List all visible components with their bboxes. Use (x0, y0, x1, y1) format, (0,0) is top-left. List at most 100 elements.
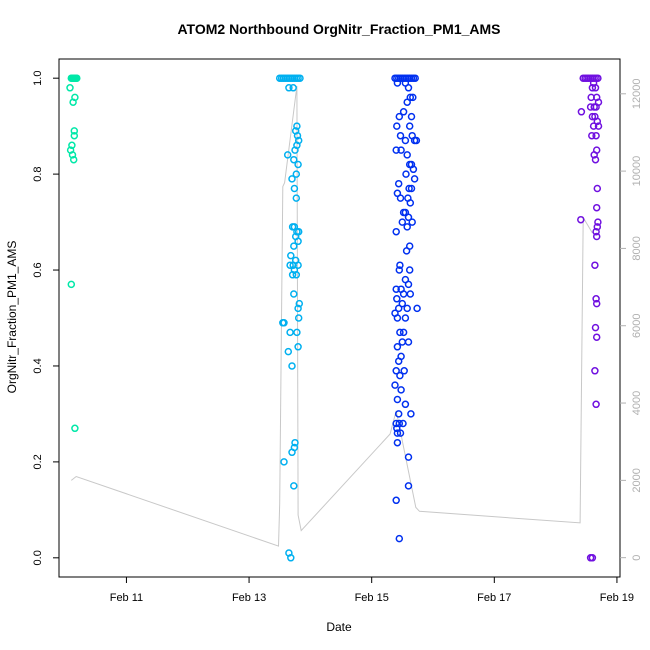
data-point (66, 84, 74, 92)
y-tick-label: 0.4 (32, 358, 44, 373)
data-point (404, 280, 413, 289)
data-point (286, 261, 294, 269)
data-point (293, 131, 302, 140)
data-point (284, 347, 293, 356)
data-point (287, 554, 295, 562)
data-point (69, 155, 78, 164)
data-point (292, 170, 301, 178)
data-point (393, 429, 402, 437)
data-point (591, 367, 599, 375)
y-axis-label: OrgNitr_Fraction_PM1_AMS (5, 241, 19, 394)
data-point (394, 357, 403, 365)
data-point (71, 93, 79, 102)
data-point (392, 496, 400, 505)
data-point (401, 136, 410, 145)
data-point (294, 314, 303, 322)
x-tick-label: Feb 17 (477, 592, 511, 604)
x-axis-label: Date (326, 620, 352, 634)
data-point (589, 122, 598, 130)
data-point (593, 117, 602, 126)
data-point (402, 170, 410, 178)
altitude-layer (70, 86, 593, 547)
data-point (591, 323, 600, 332)
data-point (410, 175, 419, 183)
data-point (288, 175, 296, 183)
data-point (405, 184, 413, 193)
series-3 (391, 74, 421, 543)
data-point (405, 122, 414, 130)
y2-tick-label: 4000 (631, 391, 643, 415)
data-point (394, 410, 403, 418)
data-point (393, 314, 402, 322)
data-point (391, 381, 399, 389)
data-point (285, 84, 293, 92)
data-point (577, 215, 585, 224)
y-tick-label: 0.6 (32, 262, 44, 277)
data-point (288, 448, 296, 457)
data-point (395, 112, 404, 121)
series-1 (66, 74, 81, 433)
data-point (288, 362, 296, 370)
data-point (399, 108, 408, 116)
data-point (396, 328, 404, 337)
data-point (396, 194, 405, 202)
data-point (293, 122, 301, 130)
data-point (393, 122, 401, 130)
data-point (293, 328, 301, 337)
data-point (404, 338, 413, 346)
data-point (296, 74, 304, 82)
data-point (280, 458, 288, 466)
data-point (592, 203, 601, 212)
data-point (286, 328, 294, 337)
data-point (290, 290, 298, 298)
data-point (397, 386, 405, 394)
data-point (393, 438, 402, 447)
data-point (401, 400, 410, 409)
data-point (413, 304, 421, 313)
data-point (70, 131, 79, 140)
data-point (294, 237, 302, 246)
data-point (588, 84, 597, 92)
data-point (405, 266, 414, 274)
data-point (73, 74, 81, 82)
data-point (290, 482, 298, 490)
data-point (288, 271, 297, 279)
data-point (67, 280, 76, 289)
data-point (398, 338, 407, 346)
y-tick-label: 0.0 (32, 550, 44, 565)
data-point (396, 261, 404, 269)
data-point (392, 146, 400, 154)
data-point (590, 151, 598, 159)
data-point (294, 261, 302, 269)
y2-tick-label: 8000 (631, 236, 643, 260)
data-point (392, 227, 400, 236)
data-point (593, 223, 602, 231)
data-point (577, 108, 586, 116)
data-point (594, 74, 602, 82)
points-layer (66, 74, 603, 562)
axes-layer: Feb 11 Feb 13 Feb 15 Feb 17 Feb 19 0.0 0.2 0.4 0… (32, 71, 643, 604)
data-point (294, 343, 302, 351)
data-point (393, 424, 401, 433)
data-point (395, 266, 404, 274)
y2-tick-label: 12000 (631, 78, 643, 109)
altitude-line (70, 86, 593, 547)
x-tick-label: Feb 13 (232, 592, 266, 604)
data-point (594, 218, 602, 226)
data-point (392, 419, 400, 428)
data-point (289, 84, 297, 92)
data-point (283, 151, 292, 159)
data-point (292, 194, 301, 202)
data-point (397, 146, 405, 154)
data-point (593, 184, 602, 193)
data-point (404, 213, 413, 222)
data-point (393, 395, 402, 404)
chart-title: ATOM2 Northbound OrgNitr_Fraction_PM1_AM… (177, 21, 500, 37)
data-point (409, 93, 417, 102)
data-point (287, 251, 295, 260)
data-point (398, 218, 407, 226)
data-point (401, 314, 410, 322)
data-point (591, 155, 600, 164)
data-point (393, 343, 402, 351)
data-point (396, 429, 405, 437)
